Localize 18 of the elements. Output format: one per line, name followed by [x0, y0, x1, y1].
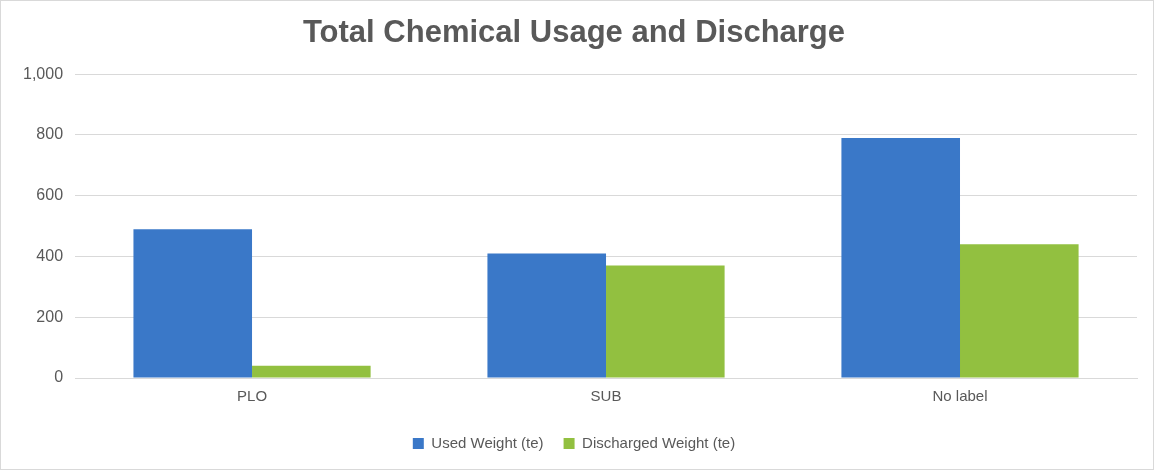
x-tick-label: SUB	[590, 387, 622, 405]
y-tick-label: 400	[36, 246, 64, 264]
legend-label: Discharged Weight (te)	[582, 433, 736, 451]
y-tick-label: 600	[36, 186, 64, 204]
bar	[133, 229, 253, 378]
bar	[960, 244, 1079, 378]
bar	[252, 365, 371, 378]
y-tick-label: 0	[54, 368, 64, 386]
bar	[841, 138, 961, 378]
bar	[606, 265, 725, 378]
bar	[487, 253, 607, 378]
x-tick-label: No label	[932, 387, 988, 405]
y-tick-label: 200	[36, 307, 64, 325]
y-tick-label: 800	[36, 125, 64, 143]
x-tick-label: PLO	[237, 387, 268, 405]
legend-label: Used Weight (te)	[431, 433, 544, 451]
chart-title: Total Chemical Usage and Discharge	[302, 14, 846, 50]
y-tick-label: 1,000	[22, 64, 64, 82]
